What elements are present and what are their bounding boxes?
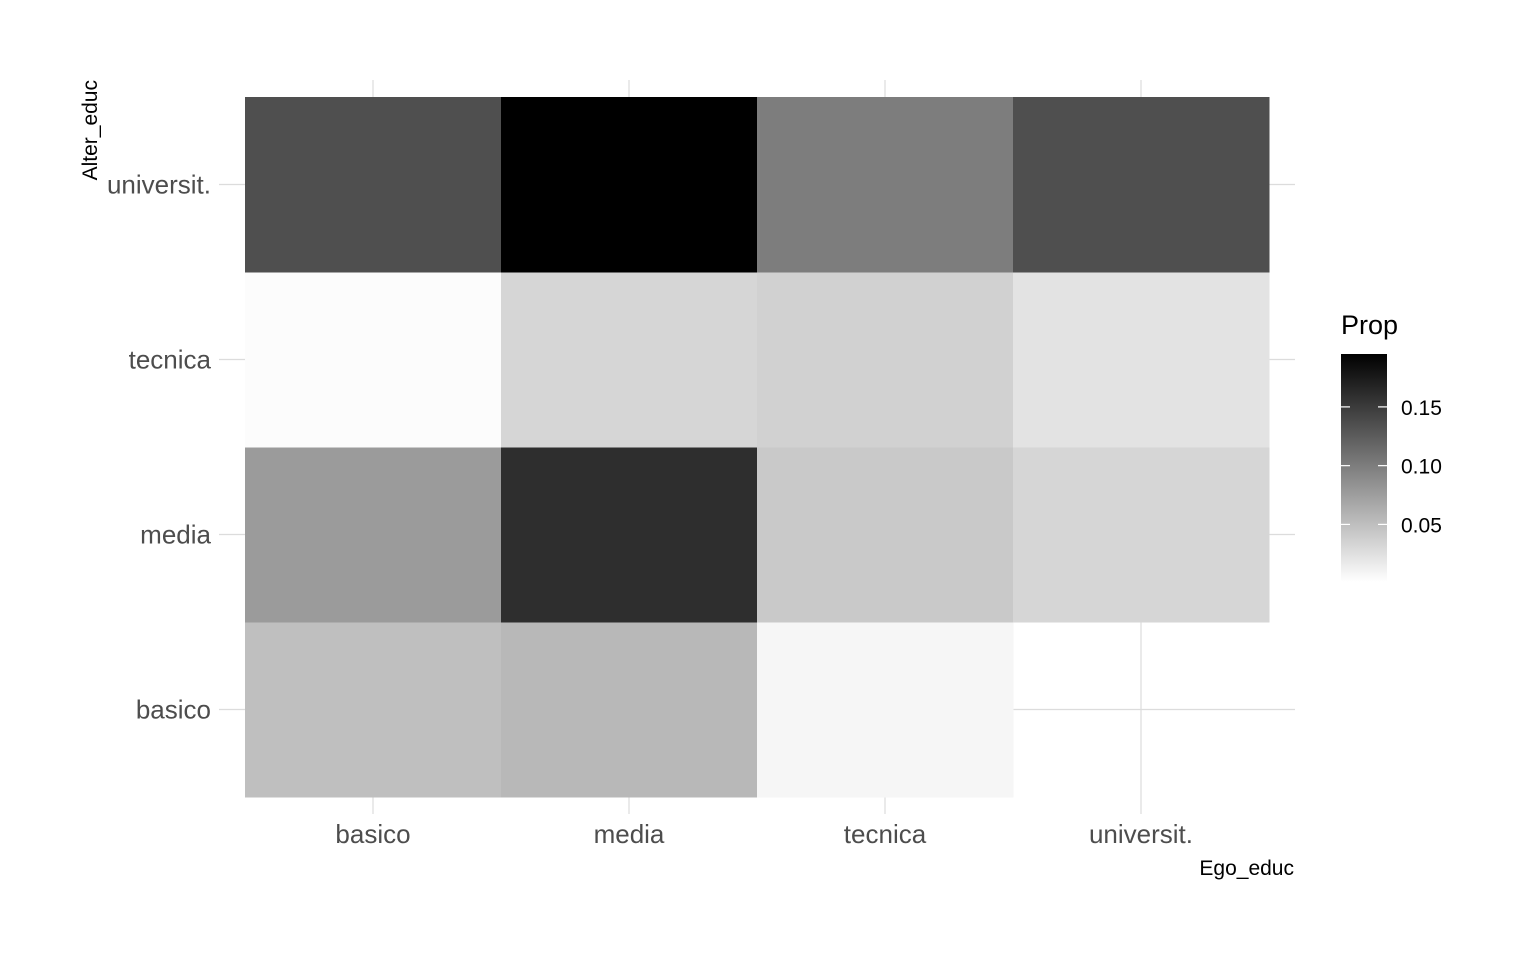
legend-tick-label: 0.05 xyxy=(1401,514,1442,537)
x-tick-label: basico xyxy=(335,819,410,849)
heatmap-cell xyxy=(757,622,1014,798)
heatmap-cell xyxy=(501,622,758,798)
y-tick-label: tecnica xyxy=(129,345,212,375)
legend-ticks: 0.05 0.10 0.15 xyxy=(1341,397,1442,537)
legend-title: Prop xyxy=(1341,310,1398,340)
y-axis-title: Alter_educ xyxy=(79,80,102,180)
legend-tick-label: 0.10 xyxy=(1401,456,1442,479)
heatmap-cell xyxy=(757,272,1014,448)
legend-colorbar xyxy=(1341,354,1387,582)
heatmap-cell xyxy=(1013,97,1270,273)
x-tick-label: media xyxy=(594,819,665,849)
heatmap-cell xyxy=(1013,272,1270,448)
heatmap-cell xyxy=(757,447,1014,623)
heatmap-cell xyxy=(501,447,758,623)
y-tick-label: media xyxy=(140,520,211,550)
axis-ticks: basico media tecnica universit. basico media t… xyxy=(107,170,1193,850)
heatmap-cell xyxy=(245,622,502,798)
heatmap-cell xyxy=(501,97,758,273)
heatmap-cell xyxy=(1013,447,1270,623)
x-tick-label: tecnica xyxy=(844,819,927,849)
heatmap-cell xyxy=(501,272,758,448)
legend-tick-label: 0.15 xyxy=(1401,397,1442,420)
x-tick-label: universit. xyxy=(1089,819,1193,849)
x-axis-title: Ego_educ xyxy=(1199,857,1294,880)
heatmap-cell xyxy=(245,447,502,623)
color-legend: Prop 0.05 0.10 0.15 xyxy=(1341,310,1442,582)
heatmap-cell xyxy=(245,272,502,448)
heatmap-cell xyxy=(245,97,502,273)
heatmap-cells xyxy=(245,97,1270,798)
y-tick-label: basico xyxy=(136,695,211,725)
y-tick-label: universit. xyxy=(107,170,211,200)
heatmap-cell xyxy=(757,97,1014,273)
